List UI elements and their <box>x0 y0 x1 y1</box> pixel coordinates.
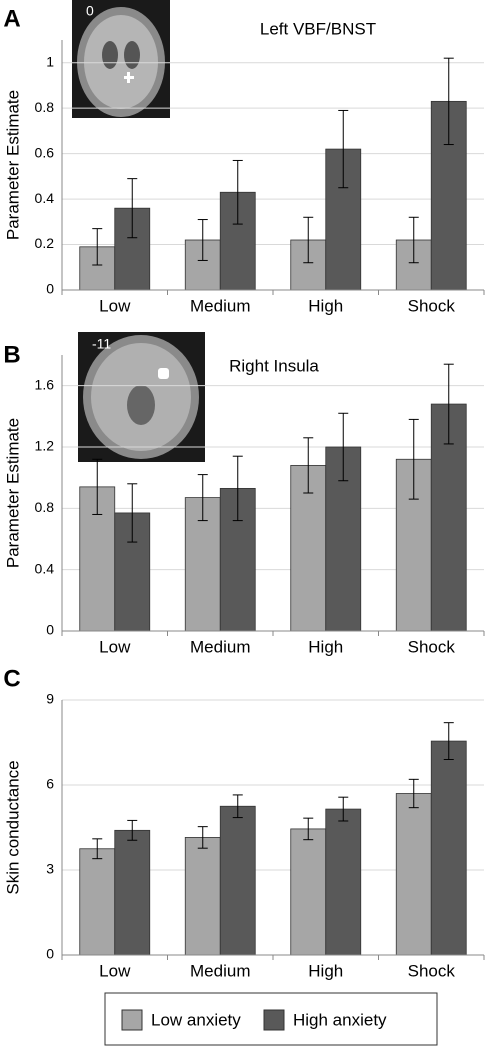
panel-label: C <box>3 665 20 692</box>
bar <box>290 828 327 956</box>
x-tick-label: Shock <box>408 961 456 980</box>
y-axis-label: Parameter Estimate <box>3 418 22 568</box>
legend-label: High anxiety <box>293 1010 387 1029</box>
legend-swatch <box>121 1009 143 1031</box>
bar <box>184 837 221 956</box>
legend-swatch <box>263 1009 285 1031</box>
bar <box>325 808 362 956</box>
y-tick-label: 0 <box>46 946 54 962</box>
y-tick-label: 0.8 <box>35 99 55 115</box>
y-tick-label: 1 <box>46 53 54 69</box>
x-tick-label: Low <box>99 961 131 980</box>
y-tick-label: 9 <box>46 691 54 707</box>
x-tick-label: Shock <box>408 637 456 656</box>
x-tick-label: Medium <box>190 961 250 980</box>
x-tick-label: Shock <box>408 296 456 315</box>
y-axis-label: Parameter Estimate <box>3 90 22 240</box>
bar <box>219 805 256 956</box>
x-tick-label: Medium <box>190 637 250 656</box>
bar <box>79 848 116 956</box>
y-tick-label: 0 <box>46 281 54 297</box>
y-tick-label: 3 <box>46 861 54 877</box>
inset-image-a <box>72 0 170 118</box>
inset-label: -11 <box>92 336 111 352</box>
chart-title: Right Insula <box>229 356 319 375</box>
y-tick-label: 0 <box>46 622 54 638</box>
y-tick-label: 6 <box>46 776 54 792</box>
bar <box>114 829 151 956</box>
y-tick-label: 0.6 <box>35 144 55 160</box>
y-tick-label: 1.2 <box>35 438 55 454</box>
bar <box>430 740 467 956</box>
x-tick-label: High <box>308 637 343 656</box>
inset-label: 0 <box>86 3 94 19</box>
x-tick-label: High <box>308 961 343 980</box>
bar <box>395 793 432 956</box>
y-tick-label: 0.8 <box>35 499 55 515</box>
inset-image-b <box>78 332 205 462</box>
y-axis-label: Skin conductance <box>3 760 22 894</box>
legend-label: Low anxiety <box>151 1010 241 1029</box>
y-tick-label: 0.4 <box>35 190 55 206</box>
x-tick-label: Low <box>99 637 131 656</box>
panel-label: A <box>3 5 20 32</box>
chart-title: Left VBF/BNST <box>260 19 376 38</box>
x-tick-label: High <box>308 296 343 315</box>
x-tick-label: Low <box>99 296 131 315</box>
y-tick-label: 1.6 <box>35 376 55 392</box>
y-tick-label: 0.4 <box>35 560 55 576</box>
x-tick-label: Medium <box>190 296 250 315</box>
y-tick-label: 0.2 <box>35 235 55 251</box>
panel-label: B <box>3 341 20 368</box>
